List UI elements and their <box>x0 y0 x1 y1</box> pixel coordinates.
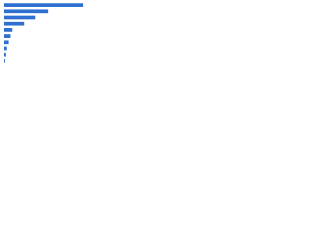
bar <box>4 40 9 45</box>
bar <box>4 52 6 57</box>
bar <box>4 3 84 7</box>
bar <box>4 15 36 20</box>
chart <box>4 3 84 63</box>
bar <box>4 46 7 51</box>
bar <box>4 28 13 32</box>
bar <box>4 59 5 63</box>
bar <box>4 9 49 14</box>
bar <box>4 21 25 26</box>
bar <box>4 34 11 38</box>
